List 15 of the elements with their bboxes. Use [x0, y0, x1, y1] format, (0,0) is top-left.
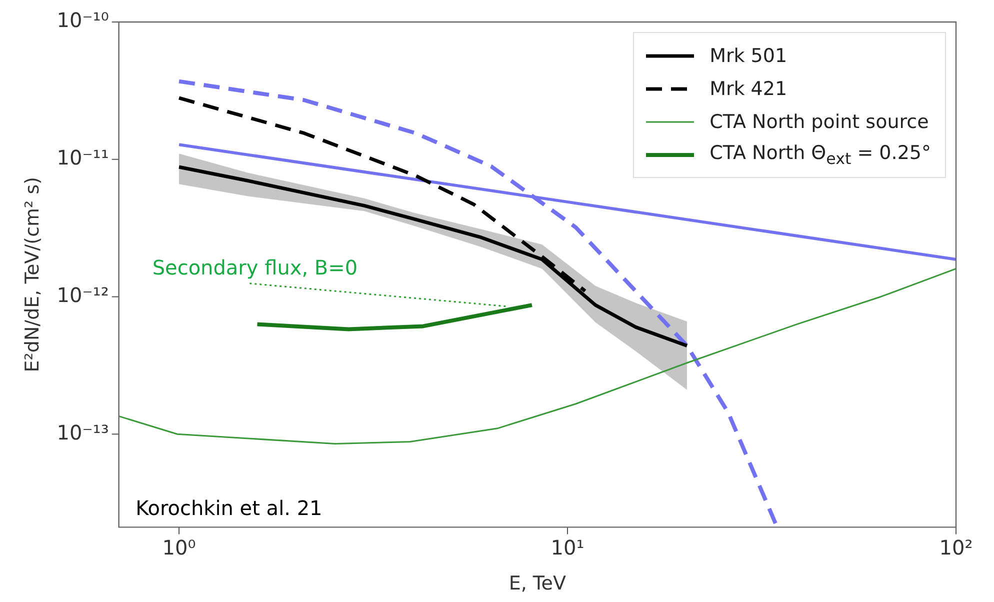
x-tick-label: 10¹	[550, 535, 584, 560]
x-tick-label: 10⁰	[162, 535, 196, 560]
y-tick-label: 10⁻¹²	[56, 282, 109, 307]
annotation: Secondary flux, B=0	[152, 256, 358, 280]
x-tick-label: 10²	[939, 535, 973, 560]
y-tick-label: 10⁻¹¹	[56, 146, 109, 170]
legend-label: Mrk 501	[710, 44, 788, 66]
annotation: Korochkin et al. 21	[136, 496, 322, 520]
y-axis-title: E²dN/dE, TeV/(cm² s)	[21, 176, 44, 372]
y-tick-label: 10⁻¹³	[56, 420, 109, 444]
x-axis-title: E, TeV	[508, 572, 566, 595]
y-tick-label: 10⁻¹⁰	[56, 8, 109, 32]
legend-label: Mrk 421	[710, 78, 788, 100]
legend-label: CTA North point source	[710, 110, 929, 132]
legend-label: CTA North Θ$_{ext}$ = 0.25°	[710, 142, 931, 168]
